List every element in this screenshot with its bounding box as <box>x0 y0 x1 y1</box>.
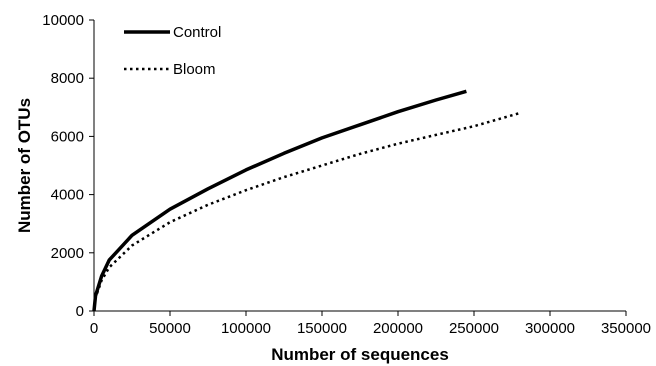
y-tick-label: 0 <box>76 303 84 320</box>
x-tick-label: 200000 <box>373 320 423 337</box>
x-tick-label: 0 <box>90 320 98 337</box>
legend: Control Bloom <box>124 24 221 78</box>
series-line-control <box>92 89 467 312</box>
series-layer <box>92 89 520 312</box>
y-tick-label: 6000 <box>51 128 84 145</box>
legend-label-bloom: Bloom <box>173 61 216 78</box>
y-ticks: 0 2000 4000 6000 8000 10000 <box>42 12 94 320</box>
y-axis-title: Number of OTUs <box>15 98 34 233</box>
x-tick-label: 300000 <box>525 320 575 337</box>
series-line-bloom <box>92 111 520 312</box>
x-axis-title: Number of sequences <box>271 345 449 364</box>
y-tick-label: 4000 <box>51 187 84 204</box>
x-tick-label: 350000 <box>601 320 651 337</box>
y-tick-label: 2000 <box>51 245 84 262</box>
x-tick-label: 150000 <box>297 320 347 337</box>
x-tick-label: 50000 <box>149 320 191 337</box>
y-tick-label: 8000 <box>51 70 84 87</box>
axes <box>93 20 626 312</box>
x-tick-label: 100000 <box>221 320 271 337</box>
legend-label-control: Control <box>173 24 221 41</box>
x-tick-label: 250000 <box>449 320 499 337</box>
y-tick-label: 10000 <box>42 12 84 29</box>
x-ticks: 0 50000 100000 150000 200000 250000 300000 3500… <box>90 311 651 337</box>
